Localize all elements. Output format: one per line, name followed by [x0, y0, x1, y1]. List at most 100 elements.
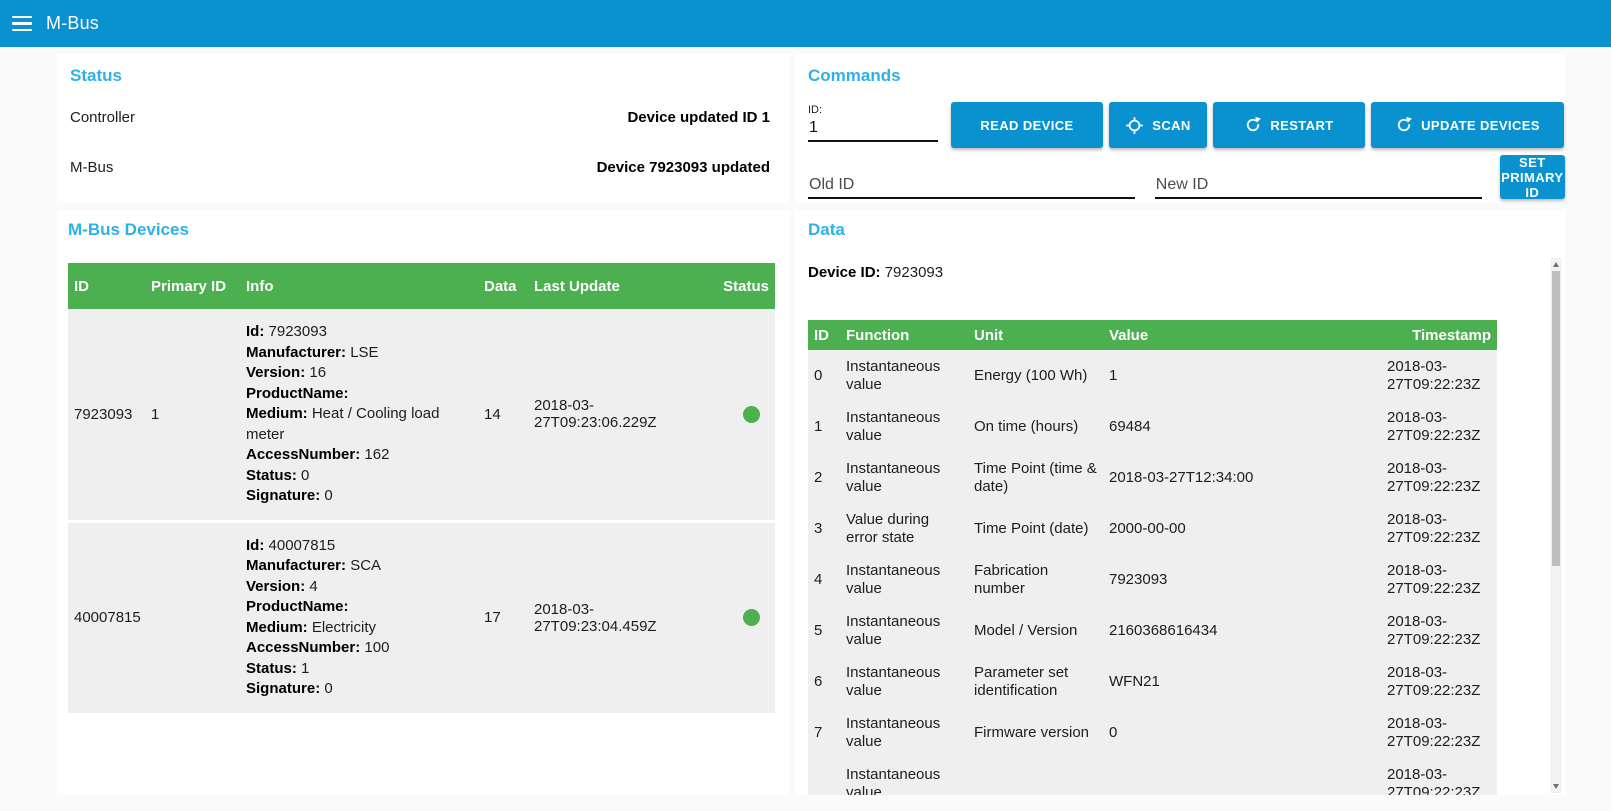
status-value: Device updated ID 1 — [627, 109, 770, 126]
data-row: 7 Instantaneous value Firmware version 0… — [808, 707, 1497, 758]
device-info-line: Id: 40007815 — [246, 536, 336, 554]
device-data-count-cell: 14 — [484, 405, 501, 423]
device-info-line: Medium: Electricity — [246, 618, 377, 636]
new-id-input[interactable] — [1154, 173, 1482, 199]
data-function-cell: Value during error state — [846, 510, 930, 546]
scan-button[interactable]: SCAN — [1109, 102, 1207, 148]
devices-table: ID Primary ID Info Data Last Update Stat… — [68, 263, 775, 716]
refresh-icon — [1247, 116, 1262, 132]
status-heading: Status — [70, 66, 122, 85]
data-timestamp-cell: 2018-03-27T09:22:23Z — [1387, 357, 1481, 393]
data-id-cell: 3 — [814, 519, 823, 537]
device-info-line: AccessNumber: 100 — [246, 639, 390, 656]
data-value-cell: 2160368616434 — [1109, 621, 1218, 639]
col-info: Info — [246, 277, 274, 295]
data-timestamp-cell: 2018-03-27T09:22:23Z — [1387, 459, 1481, 495]
id-input-label: ID: — [808, 104, 823, 116]
data-id-cell: 7 — [814, 723, 823, 741]
device-id-input-group: ID: — [808, 104, 938, 144]
data-value-cell: WFN21 — [1109, 672, 1160, 690]
col-timestamp: Timestamp — [1412, 326, 1491, 344]
device-status-cell — [690, 609, 775, 627]
device-row[interactable]: 40007815 Id: 40007815 Manufacturer: SCA — [68, 522, 775, 716]
data-unit-cell — [968, 780, 1103, 788]
data-unit-cell: On time (hours) — [974, 417, 1079, 435]
data-unit-cell: Fabrication number — [974, 561, 1049, 597]
data-value-cell: 69484 — [1109, 417, 1151, 435]
devices-panel: M-Bus Devices ID Primary ID Info Data La… — [57, 210, 790, 795]
data-unit-cell: Time Point (date) — [974, 519, 1089, 537]
devices-table-body: 7923093 1 Id: 7923093 Manufacturer: LSE — [68, 309, 775, 716]
device-info-line: AccessNumber: 162 — [246, 446, 390, 463]
device-info-line: ProductName: — [246, 598, 349, 615]
data-scrollbar[interactable] — [1551, 258, 1561, 793]
commands-heading: Commands — [808, 66, 901, 85]
data-value-cell — [1103, 780, 1381, 788]
data-id-cell: 6 — [814, 672, 823, 690]
data-value-cell: 0 — [1109, 723, 1118, 741]
data-unit-cell: Energy (100 Wh) — [974, 366, 1088, 384]
data-id-cell: 1 — [814, 417, 823, 435]
col-id: ID — [74, 277, 89, 295]
device-info-cell: Id: 7923093 Manufacturer: LSE Version: 1… — [240, 322, 478, 507]
device-info-line: Manufacturer: LSE — [246, 343, 379, 361]
data-table-header: ID Function Unit Value Timestamp — [808, 320, 1497, 350]
menu-hamburger-icon[interactable] — [12, 16, 32, 31]
data-timestamp-cell: 2018-03-27T09:22:23Z — [1387, 663, 1481, 699]
status-value: Device 7923093 updated — [596, 159, 770, 176]
device-id-cell: 7923093 — [74, 405, 133, 423]
refresh-icon — [1398, 116, 1412, 132]
col-unit: Unit — [974, 326, 1004, 344]
restart-button[interactable]: RESTART — [1213, 102, 1365, 148]
data-value-cell: 7923093 — [1109, 570, 1168, 588]
data-id-cell: 4 — [814, 570, 823, 588]
status-panel: Status Controller Device updated ID 1 M-… — [57, 54, 790, 203]
data-timestamp-cell: 2018-03-27T09:22:23Z — [1387, 408, 1481, 444]
device-row[interactable]: 7923093 1 Id: 7923093 Manufacturer: LSE — [68, 309, 775, 523]
scrollbar-down-arrow-icon[interactable] — [1553, 784, 1559, 789]
col-id: ID — [814, 326, 829, 344]
scrollbar-up-arrow-icon[interactable] — [1553, 262, 1559, 267]
right-column: Commands ID: READ DEVICE — [795, 54, 1565, 795]
col-primary-id: Primary ID — [151, 277, 227, 295]
read-device-button[interactable]: READ DEVICE — [951, 102, 1103, 148]
status-ok-dot-icon — [743, 609, 760, 627]
status-label: Controller — [70, 109, 136, 126]
data-function-cell: Instantaneous value — [846, 357, 941, 393]
set-primary-id-button[interactable]: SET PRIMARY ID — [1499, 154, 1565, 200]
data-heading: Data — [808, 220, 845, 239]
data-table: ID Function Unit Value Timestamp 0 Insta… — [808, 320, 1497, 795]
device-info-line: ProductName: — [246, 384, 349, 402]
device-info-line: Status: 1 — [246, 659, 310, 677]
data-timestamp-cell: 2018-03-27T09:22:23Z — [1387, 561, 1481, 597]
data-timestamp-cell: 2018-03-27T09:22:23Z — [1387, 714, 1481, 750]
device-info-cell: Id: 40007815 Manufacturer: SCA Version: … — [240, 536, 478, 700]
data-timestamp-cell: 2018-03-27T09:22:23Z — [1387, 612, 1481, 648]
data-function-cell: Instantaneous value — [846, 663, 941, 699]
data-row: 5 Instantaneous value Model / Version 21… — [808, 605, 1497, 656]
col-value: Value — [1109, 326, 1149, 344]
data-row: 1 Instantaneous value On time (hours) 69… — [808, 401, 1497, 452]
device-status-cell — [690, 405, 775, 424]
device-info-line: Version: 16 — [246, 364, 327, 381]
data-unit-cell: Model / Version — [974, 621, 1078, 639]
data-value-cell: 1 — [1109, 366, 1118, 384]
data-unit-cell: Firmware version — [974, 723, 1090, 741]
col-data: Data — [484, 277, 517, 295]
status-label: M-Bus — [70, 159, 114, 176]
scrollbar-thumb[interactable] — [1552, 271, 1560, 566]
data-id-cell: 5 — [814, 621, 823, 639]
old-id-input[interactable] — [808, 173, 1135, 199]
device-last-update-cell: 2018-03-27T09:23:04.459Z — [534, 600, 657, 635]
update-devices-button[interactable]: UPDATE DEVICES — [1371, 102, 1564, 148]
device-data-count-cell: 17 — [484, 609, 501, 626]
device-id-input[interactable] — [808, 116, 938, 142]
col-last-update: Last Update — [534, 277, 620, 295]
data-row: 2 Instantaneous value Time Point (time &… — [808, 452, 1497, 503]
data-unit-cell: Time Point (time & date) — [974, 459, 1097, 495]
data-value-cell: 2018-03-27T12:34:00 — [1109, 468, 1254, 486]
data-function-cell: Instantaneous value — [846, 408, 941, 444]
data-row: 6 Instantaneous value Parameter set iden… — [808, 656, 1497, 707]
device-info-line: Version: 4 — [246, 577, 318, 595]
app-header: M-Bus — [0, 0, 1611, 47]
